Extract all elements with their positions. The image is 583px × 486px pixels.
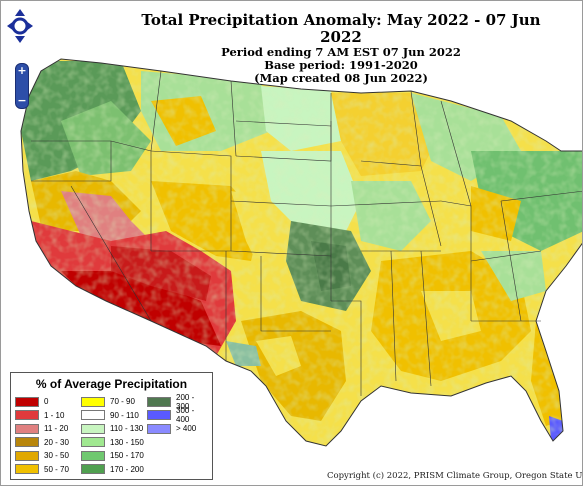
legend-item: 110 - 130 (81, 422, 147, 436)
map-title-block: Total Precipitation Anomaly: May 2022 - … (131, 12, 551, 85)
legend-swatch (15, 396, 39, 407)
legend-item: 90 - 110 (81, 409, 147, 423)
pan-arrows-icon[interactable] (7, 9, 33, 43)
state-borders (20, 58, 582, 447)
conus-land (21, 59, 582, 446)
legend-swatch (81, 410, 105, 421)
legend: % of Average Precipitation 0 1 - 10 11 - 2… (10, 372, 213, 480)
legend-item: > 400 (147, 422, 209, 436)
period-label: Period ending 7 AM EST 07 Jun 2022 (221, 45, 461, 59)
map-navigation: + − (7, 9, 35, 109)
legend-item: 30 - 50 (15, 449, 81, 463)
legend-item: 170 - 200 (81, 463, 147, 477)
zoom-in-button[interactable]: + (17, 64, 27, 77)
legend-label: 200 - 300 (176, 392, 195, 411)
legend-swatch (15, 423, 39, 434)
legend-items: 0 1 - 10 11 - 20 20 - 30 30 - 50 50 - 70 70 - … (15, 392, 210, 477)
legend-item: 70 - 90 (81, 395, 147, 409)
created-date-label: (Map created 08 Jun 2022) (254, 71, 428, 85)
legend-swatch (147, 423, 171, 434)
legend-item: 150 - 170 (81, 449, 147, 463)
base-period-label: Base period: 1991-2020 (264, 58, 418, 72)
legend-swatch (15, 437, 39, 448)
zoom-slider[interactable]: + − (15, 63, 29, 109)
legend-label: 300 - 400 (176, 406, 195, 425)
legend-swatch (81, 464, 105, 475)
legend-label: 0 (44, 397, 49, 407)
legend-item: 20 - 30 (15, 436, 81, 450)
legend-label: 30 - 50 (44, 451, 69, 461)
legend-label: 130 - 150 (110, 437, 144, 447)
legend-swatch (15, 410, 39, 421)
legend-swatch (81, 437, 105, 448)
legend-item: 1 - 10 (15, 409, 81, 423)
legend-swatch (147, 410, 171, 421)
legend-label: 90 - 110 (110, 410, 139, 420)
legend-item: 130 - 150 (81, 436, 147, 450)
legend-label: 50 - 70 (44, 464, 69, 474)
map-title: Total Precipitation Anomaly: May 2022 - … (141, 11, 541, 46)
legend-label: 20 - 30 (44, 437, 69, 447)
legend-item: 300 - 400 (147, 406, 209, 425)
legend-swatch (81, 423, 105, 434)
legend-item: 50 - 70 (15, 463, 81, 477)
legend-label: 11 - 20 (44, 424, 69, 434)
legend-swatch (15, 450, 39, 461)
legend-label: 70 - 90 (110, 397, 135, 407)
legend-swatch (15, 464, 39, 475)
legend-label: 150 - 170 (110, 451, 144, 461)
zoom-out-button[interactable]: − (17, 94, 27, 107)
legend-item: 11 - 20 (15, 422, 81, 436)
legend-swatch (81, 396, 105, 407)
legend-label: 110 - 130 (110, 424, 144, 434)
legend-item: 0 (15, 395, 81, 409)
legend-swatch (81, 450, 105, 461)
legend-swatch (147, 396, 171, 407)
legend-label: > 400 (176, 424, 197, 434)
copyright-text: Copyright (c) 2022, PRISM Climate Group,… (327, 471, 583, 481)
legend-label: 1 - 10 (44, 410, 65, 420)
legend-label: 170 - 200 (110, 464, 144, 474)
legend-item: 200 - 300 (147, 392, 209, 411)
legend-title: % of Average Precipitation (35, 377, 188, 391)
